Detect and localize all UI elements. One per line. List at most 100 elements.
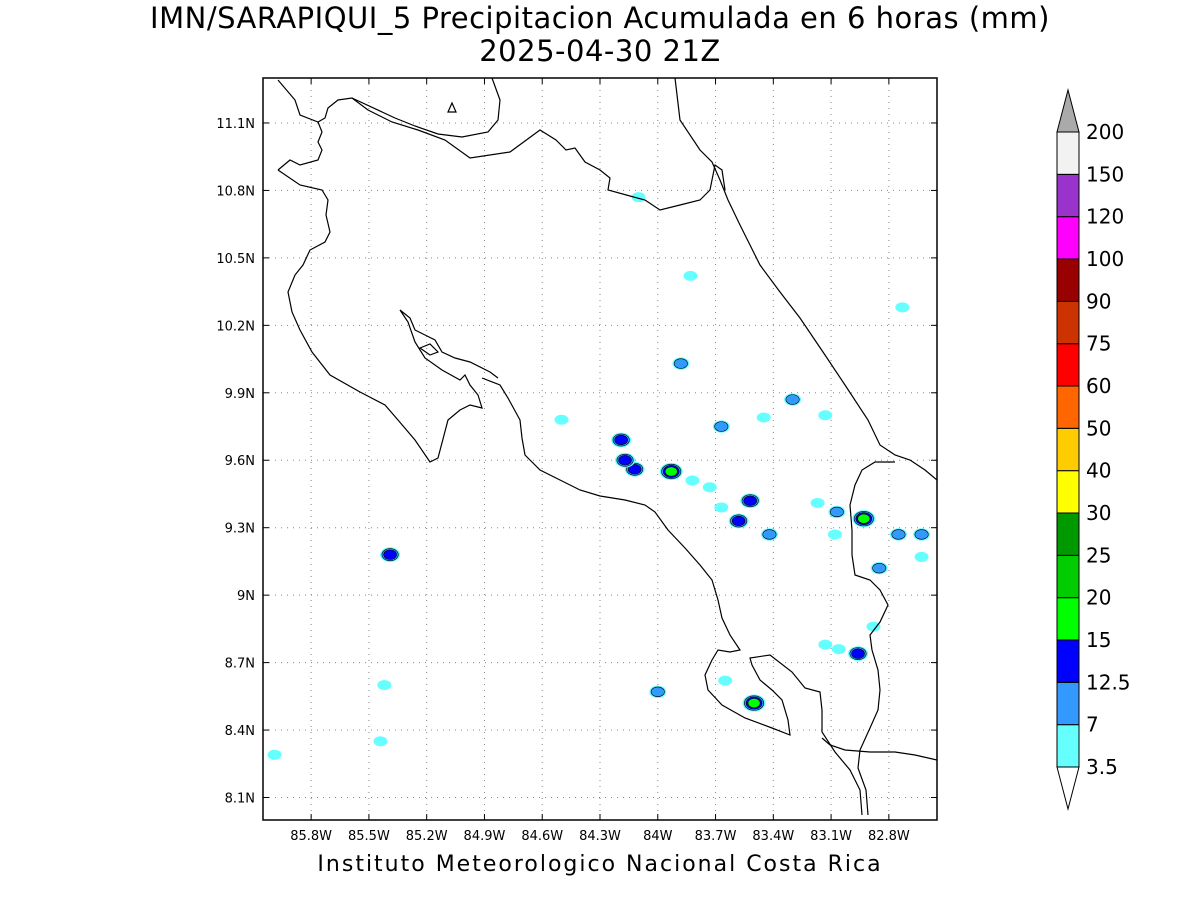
- precip-contour: [891, 529, 906, 540]
- chart-title: IMN/SARAPIQUI_5 Precipitacion Acumulada …: [0, 2, 1200, 68]
- lat-tick-label: 11.1N: [216, 117, 255, 132]
- precip-contour: [851, 648, 865, 659]
- colorbar-band: [1056, 597, 1080, 641]
- precip-cell: [828, 505, 846, 519]
- precip-contour: [373, 736, 388, 747]
- precip-cell: [615, 452, 636, 468]
- precip-contour: [857, 513, 871, 524]
- colorbar-max-arrow: [1056, 88, 1080, 133]
- guanacaste-coast: [277, 121, 499, 463]
- precip-contour: [627, 464, 642, 475]
- precip-cell: [818, 410, 833, 421]
- nicaragua-coastline: [277, 79, 726, 211]
- colorbar-band: [1056, 724, 1080, 768]
- colorbar-label: 150: [1086, 162, 1124, 186]
- precip-contour: [747, 698, 761, 709]
- precip-contour: [377, 680, 392, 691]
- lon-tick-label: 84W: [643, 829, 673, 844]
- precip-cell: [889, 528, 907, 541]
- colorbar-label: 120: [1086, 205, 1124, 229]
- precip-cell: [784, 393, 802, 406]
- precip-contour: [731, 515, 746, 527]
- precip-cell: [659, 462, 683, 481]
- precip-cell: [683, 270, 698, 281]
- precip-cell: [914, 551, 929, 562]
- lon-tick-label: 84.6W: [521, 829, 563, 844]
- precip-contour: [818, 410, 833, 421]
- precip-cell: [913, 528, 931, 541]
- lat-tick-label: 8.7N: [225, 657, 255, 672]
- lon-tick-label: 84.3W: [579, 829, 621, 844]
- precipitation-field: [267, 192, 931, 760]
- precip-contour: [614, 434, 628, 446]
- colorbar-band: [1056, 554, 1080, 599]
- precip-contour: [895, 302, 910, 313]
- precip-contour: [383, 549, 397, 560]
- longitude-axis: 85.8W 85.5W 85.2W 84.9W 84.6W 84.3W 84W 83.7W 83…: [290, 78, 910, 844]
- latitude-axis: 8.1N 8.4N 8.7N 9N 9.3N 9.6N 9.9N 10.2N 10.5N 10.8…: [216, 117, 937, 807]
- precip-contour: [267, 749, 282, 760]
- lon-tick-label: 82.8W: [868, 829, 910, 844]
- precip-cell: [756, 412, 771, 423]
- precip-cell: [866, 621, 881, 632]
- colorbar-label: 90: [1086, 289, 1111, 313]
- precip-contour: [914, 551, 929, 562]
- precip-cell: [714, 502, 729, 513]
- colorbar-label: 25: [1086, 543, 1111, 567]
- panama-border: [849, 461, 895, 816]
- lat-tick-label: 10.5N: [216, 252, 255, 267]
- caribbean-coast: [674, 78, 937, 481]
- precip-contour: [683, 270, 698, 281]
- precip-cell: [831, 644, 846, 655]
- precip-contour: [866, 621, 881, 632]
- colorbar-label: 12.5: [1086, 670, 1131, 694]
- colorbar-label: 75: [1086, 332, 1111, 356]
- credit-text: Instituto Meteorologico Nacional Costa R…: [317, 852, 883, 877]
- colorbar-band: [1056, 427, 1080, 472]
- precip-contour: [829, 506, 844, 518]
- precip-cell: [377, 680, 392, 691]
- lon-tick-label: 85.2W: [406, 829, 448, 844]
- colorbar-band: [1056, 216, 1080, 260]
- lat-tick-label: 9.3N: [225, 522, 255, 537]
- lon-tick-label: 83.4W: [752, 829, 794, 844]
- lon-tick-label: 85.8W: [290, 829, 332, 844]
- precip-contour: [673, 358, 688, 369]
- lon-tick-label: 83.1W: [810, 829, 852, 844]
- precip-cell: [685, 475, 700, 486]
- colorbar-label: 7: [1086, 713, 1099, 737]
- precip-contour: [818, 639, 833, 650]
- precip-cell: [827, 529, 842, 540]
- precip-contour: [714, 421, 729, 432]
- colorbar-band: [1056, 131, 1080, 175]
- colorbar-band: [1056, 173, 1080, 218]
- colorbar-label: 100: [1086, 247, 1124, 271]
- precip-contour: [554, 414, 569, 425]
- precip-cell: [848, 646, 869, 662]
- colorbar: 3.5 7 12.5 15 20 25 30 40 50 60 75 90 100 120 150 200: [1056, 88, 1131, 811]
- title-line-1: IMN/SARAPIQUI_5 Precipitacion Acumulada …: [150, 1, 1050, 35]
- precip-contour: [702, 482, 717, 493]
- colorbar-band: [1056, 681, 1080, 726]
- precip-contour: [762, 529, 777, 540]
- precip-cell: [852, 510, 876, 528]
- precip-cell: [760, 528, 778, 541]
- colorbar-label: 40: [1086, 459, 1111, 483]
- precip-contour: [650, 686, 665, 698]
- precip-contour: [743, 495, 757, 506]
- map-gridlines: [263, 78, 937, 820]
- precip-cell: [373, 736, 388, 747]
- colorbar-band: [1056, 639, 1080, 683]
- precip-contour: [810, 497, 825, 508]
- precip-cell: [267, 749, 282, 760]
- panama-coast: [821, 737, 937, 761]
- precip-cell: [702, 482, 717, 493]
- coastline-borders: [277, 78, 937, 816]
- precip-contour: [785, 394, 800, 405]
- colorbar-label: 50: [1086, 416, 1111, 440]
- colorbar-label: 200: [1086, 120, 1124, 144]
- precip-cell: [742, 694, 766, 712]
- lon-tick-label: 84.9W: [464, 829, 506, 844]
- precip-contour: [914, 529, 929, 540]
